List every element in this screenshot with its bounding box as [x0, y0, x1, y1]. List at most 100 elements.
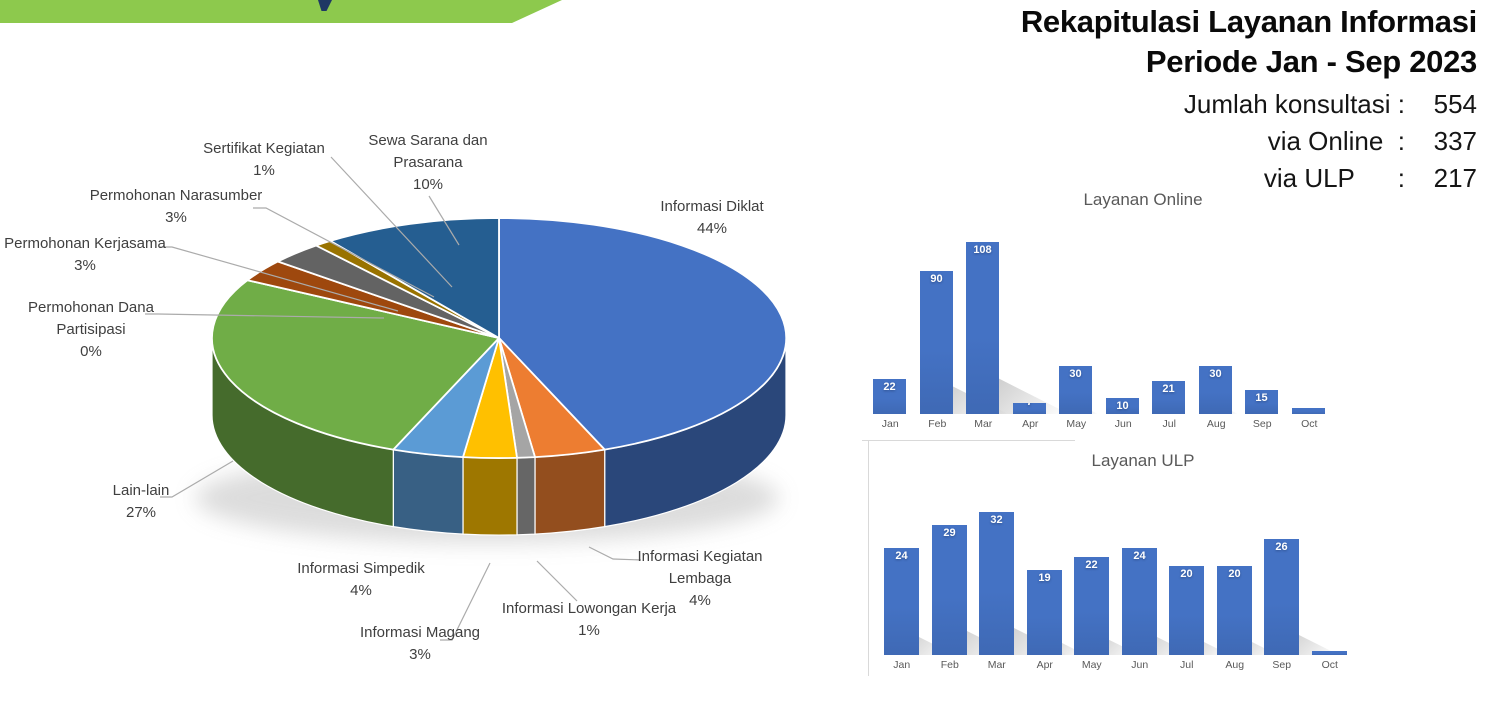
summary-row-total: Jumlah konsultasi : 554	[1021, 86, 1477, 123]
pie-label-7: Permohonan Kerjasama 3%	[4, 235, 166, 274]
pie-slice-0	[498, 217, 788, 451]
bar-layanan-online-apr: 7	[1013, 403, 1046, 414]
bar-layanan-online-jul: 21	[1152, 381, 1185, 414]
online-plot-area: 22 90 108 7 30 10 21 30 15	[873, 242, 1335, 414]
month-label-oct: Oct	[1321, 659, 1338, 671]
month-label-mar: Mar	[974, 418, 993, 430]
ulp-month-axis: Jan Feb Mar Apr May Jun Jul Aug Sep Oct	[884, 659, 1354, 675]
pie-leader-line	[160, 460, 234, 498]
pie-leader-lines	[145, 156, 642, 641]
month-label-aug: Aug	[1225, 659, 1245, 671]
month-label-sep: Sep	[1272, 659, 1292, 671]
bar-layanan-online-sep: 15	[1245, 390, 1278, 414]
bar-layanan-ulp-oct	[1312, 651, 1347, 655]
bar-layanan-online-may: 30	[1059, 366, 1092, 414]
summary-value: 337	[1433, 126, 1477, 156]
summary-block: Jumlah konsultasi : 554 via Online : 337…	[1021, 86, 1477, 197]
month-label-jun: Jun	[1131, 659, 1149, 671]
pie-chart	[145, 156, 788, 641]
month-label-mar: Mar	[987, 659, 1006, 671]
ulp-bar-chart: Layanan ULP 24 29 32 19 22 24 20 20 26 Jan Feb Mar…	[858, 437, 1368, 697]
pie-wall-4	[392, 448, 464, 535]
month-label-aug: Aug	[1206, 418, 1226, 430]
top-banner	[0, 0, 562, 23]
bar-layanan-online-oct	[1292, 408, 1325, 414]
pie-slice-5	[211, 279, 500, 451]
summary-row-online: via Online : 337	[1021, 123, 1477, 160]
month-label-jul: Jul	[1180, 659, 1194, 671]
bar-layanan-ulp-jul: 20	[1169, 566, 1204, 655]
bar-layanan-ulp-apr: 19	[1027, 570, 1062, 655]
pie-walls	[211, 337, 787, 536]
pie-slices	[211, 217, 788, 459]
pie-label-5: Lain-lain 27%	[112, 482, 170, 521]
bar-value-label: 21	[1162, 383, 1175, 395]
pie-leader-line	[536, 560, 578, 602]
month-label-sep: Sep	[1252, 418, 1272, 430]
month-label-apr: Apr	[1036, 659, 1053, 671]
page-title-line1: Rekapitulasi Layanan Informasi	[1020, 4, 1477, 39]
bar-value-label: 22	[883, 381, 896, 393]
bar-layanan-online-aug: 30	[1199, 366, 1232, 414]
bar-value-label: 10	[1116, 400, 1129, 412]
bar-value-label: 24	[895, 550, 908, 562]
bar-layanan-ulp-aug: 20	[1217, 566, 1252, 655]
month-label-jan: Jan	[881, 418, 899, 430]
ulp-plot-area: 24 29 32 19 22 24 20 20 26	[884, 512, 1354, 655]
bar-value-label: 15	[1255, 392, 1268, 404]
cropped-text-fragment	[318, 0, 332, 11]
pie-slice-10	[329, 217, 500, 339]
month-label-jul: Jul	[1162, 418, 1176, 430]
month-label-jun: Jun	[1114, 418, 1132, 430]
bar-layanan-ulp-jun: 24	[1122, 548, 1157, 655]
month-label-may: May	[1066, 418, 1087, 430]
summary-row-ulp: via ULP : 217	[1021, 160, 1477, 197]
bar-value-label: 22	[1085, 559, 1098, 571]
summary-value: 217	[1433, 163, 1477, 193]
month-label-apr: Apr	[1022, 418, 1039, 430]
bar-layanan-ulp-jan: 24	[884, 548, 919, 655]
bar-value-label: 24	[1133, 550, 1146, 562]
pie-leader-line	[588, 546, 642, 561]
bar-layanan-online-feb: 90	[920, 271, 953, 414]
pie-label-10: Sewa Sarana dan Prasarana 10%	[368, 132, 488, 193]
pie-label-2: Informasi Lowongan Kerja 1%	[501, 600, 677, 639]
pie-leader-line	[440, 562, 491, 641]
summary-label: Jumlah konsultasi :	[1183, 89, 1405, 119]
bar-value-label: 30	[1209, 368, 1222, 380]
bar-layanan-online-jan: 22	[873, 379, 906, 414]
pie-label-6: Permohonan Dana Partisipasi 0%	[28, 299, 154, 360]
bar-value-label: 26	[1275, 541, 1288, 553]
bar-layanan-ulp-may: 22	[1074, 557, 1109, 655]
bar-layanan-ulp-sep: 26	[1264, 539, 1299, 655]
bar-layanan-ulp-feb: 29	[932, 525, 967, 655]
bar-value-label: 7	[1013, 403, 1046, 408]
month-label-oct: Oct	[1301, 418, 1318, 430]
bar-value-label: 19	[1038, 572, 1051, 584]
pie-label-4: Informasi Simpedik 4%	[297, 560, 425, 599]
summary-label: via Online :	[1267, 126, 1405, 156]
pie-leader-line	[428, 195, 460, 246]
pie-label-0: Informasi Diklat 44%	[660, 198, 764, 237]
summary-label: via ULP :	[1263, 163, 1405, 193]
pie-leader-line	[330, 156, 453, 288]
bar-value-label: 30	[1069, 368, 1082, 380]
month-label-jan: Jan	[893, 659, 911, 671]
banner-shape	[0, 0, 562, 23]
pie-label-9: Sertifikat Kegiatan 1%	[203, 140, 325, 179]
bar-layanan-online-jun: 10	[1106, 398, 1139, 414]
pie-label-8: Permohonan Narasumber 3%	[89, 187, 263, 226]
online-month-axis: Jan Feb Mar Apr May Jun Jul Aug Sep Oct	[873, 418, 1335, 434]
ulp-chart-title: Layanan ULP	[1091, 451, 1195, 470]
pie-wall-2	[516, 456, 536, 536]
pie-leader-line	[160, 246, 399, 312]
bar-value-label: 32	[990, 514, 1003, 526]
pie-wall-3	[462, 456, 518, 536]
pie-wall-1	[534, 448, 606, 535]
bar-value-label: 90	[930, 273, 943, 285]
month-label-may: May	[1081, 659, 1102, 671]
pie-label-1: Informasi Kegiatan Lembaga 4%	[637, 548, 763, 609]
page-title-line2: Periode Jan - Sep 2023	[1145, 44, 1477, 79]
pie-label-3: Informasi Magang 3%	[359, 624, 481, 663]
